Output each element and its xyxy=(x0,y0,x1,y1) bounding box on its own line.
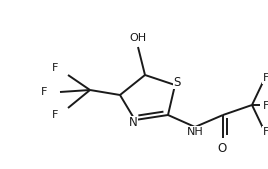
Text: F: F xyxy=(263,73,268,83)
Text: F: F xyxy=(52,110,58,120)
Text: O: O xyxy=(217,141,227,154)
Text: F: F xyxy=(52,63,58,73)
Text: NH: NH xyxy=(187,127,203,137)
Text: S: S xyxy=(173,76,181,89)
Text: F: F xyxy=(263,127,268,137)
Text: N: N xyxy=(129,116,137,129)
Text: F: F xyxy=(263,101,268,111)
Text: F: F xyxy=(41,87,47,97)
Text: OH: OH xyxy=(129,33,147,43)
